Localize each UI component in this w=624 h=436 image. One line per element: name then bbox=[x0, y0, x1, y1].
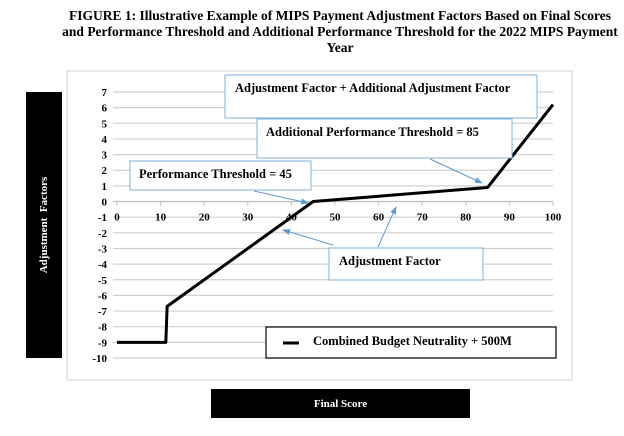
arrow-pt bbox=[253, 190, 309, 205]
y-tick-label: -6 bbox=[98, 290, 108, 302]
x-axis-label: Final Score bbox=[211, 389, 470, 418]
annotation-box-pt bbox=[129, 160, 312, 191]
annotation-box-apt bbox=[256, 118, 513, 159]
y-tick-label: -2 bbox=[98, 228, 108, 240]
arrow-af-left bbox=[282, 229, 334, 246]
x-tick-label: 70 bbox=[417, 212, 429, 224]
y-tick-label: -8 bbox=[98, 322, 108, 334]
y-tick-label: -10 bbox=[92, 353, 107, 365]
chart-title: FIGURE 1: Illustrative Example of MIPS P… bbox=[62, 8, 618, 55]
y-tick-label: 5 bbox=[102, 118, 108, 130]
y-tick-label: -7 bbox=[98, 306, 108, 318]
legend bbox=[265, 326, 557, 359]
x-tick-label: 10 bbox=[155, 212, 167, 224]
y-tick-label: 6 bbox=[102, 103, 108, 115]
y-tick-label: 2 bbox=[102, 165, 108, 177]
y-tick-label: 1 bbox=[102, 181, 108, 193]
y-tick-label: 7 bbox=[102, 87, 108, 99]
y-tick-label: -3 bbox=[98, 243, 108, 255]
arrow-af-right bbox=[377, 206, 397, 248]
x-tick-label: 100 bbox=[545, 212, 562, 224]
y-tick-label: 3 bbox=[102, 150, 108, 162]
annotation-pt: Performance Threshold = 45 bbox=[139, 167, 292, 181]
x-tick-label: 90 bbox=[504, 212, 516, 224]
y-tick-label: -5 bbox=[98, 275, 108, 287]
y-axis-label-box bbox=[26, 92, 62, 358]
x-tick-label: 20 bbox=[199, 212, 211, 224]
arrow-apt bbox=[429, 158, 483, 184]
x-tick-label: 0 bbox=[114, 212, 120, 224]
series-line bbox=[117, 103, 555, 344]
annotation-apt: Additional Performance Threshold = 85 bbox=[266, 125, 479, 139]
y-tick-label: 0 bbox=[102, 197, 108, 209]
y-tick-label: -4 bbox=[98, 259, 108, 271]
y-tick-label: 4 bbox=[102, 134, 108, 146]
y-tick-label: -1 bbox=[98, 212, 107, 224]
annotation-combined: Adjustment Factor + Additional Adjustmen… bbox=[235, 81, 511, 95]
annotation-box-af bbox=[328, 247, 484, 281]
legend-label: Combined Budget Neutrality + 500M bbox=[313, 334, 512, 348]
annotation-af: Adjustment Factor bbox=[339, 254, 441, 268]
x-tick-label: 60 bbox=[373, 212, 385, 224]
y-tick-label: -9 bbox=[98, 337, 108, 349]
annotation-box-combined bbox=[224, 74, 538, 119]
x-tick-label: 50 bbox=[330, 212, 342, 224]
plot-frame bbox=[66, 70, 573, 381]
x-tick-label: 80 bbox=[460, 212, 472, 224]
x-tick-label: 30 bbox=[242, 212, 254, 224]
